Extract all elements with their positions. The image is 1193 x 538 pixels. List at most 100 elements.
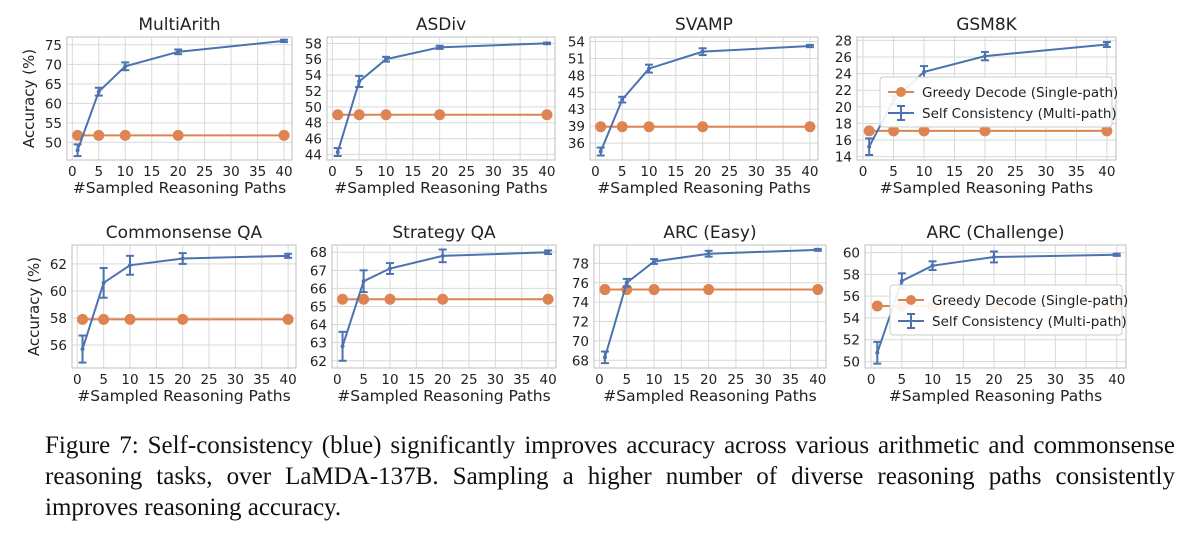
x-tick-label: 0 — [591, 164, 600, 180]
y-tick-label: 66 — [310, 281, 327, 297]
self-consistency-errorbar — [698, 47, 707, 57]
greedy-point — [358, 293, 370, 305]
chart-title: ASDiv — [416, 15, 466, 35]
self-consistency-errorbar — [73, 143, 82, 158]
x-tick-label: 40 — [1108, 372, 1125, 388]
legend-greedy-marker — [896, 87, 906, 97]
x-tick-label: 25 — [458, 164, 475, 180]
self-consistency-errorbar — [989, 250, 998, 264]
legend-greedy-label: Greedy Decode (Single-path) — [932, 293, 1128, 309]
y-tick-label: 54 — [305, 68, 322, 84]
x-tick-label: 20 — [700, 372, 717, 388]
x-axis-label: #Sampled Reasoning Paths — [880, 179, 1093, 197]
self-consistency-errorbar — [600, 350, 609, 365]
y-tick-label: 20 — [835, 100, 852, 116]
y-tick-label: 72 — [572, 315, 589, 331]
self-consistency-errorbar — [280, 38, 289, 44]
chart-title: ARC (Easy) — [663, 223, 756, 243]
x-tick-label: 0 — [328, 164, 337, 180]
chart-legend: Greedy Decode (Single-path) Self Consiste… — [879, 76, 1118, 128]
x-tick-label: 0 — [867, 372, 876, 388]
greedy-point — [703, 284, 715, 296]
chart-title: ARC (Challenge) — [926, 223, 1064, 243]
greedy-point — [804, 121, 816, 133]
y-tick-label: 36 — [568, 136, 585, 152]
y-tick-label: 68 — [572, 353, 589, 369]
greedy-point — [278, 129, 290, 141]
y-tick-label: 50 — [305, 100, 322, 116]
x-tick-label: 20 — [431, 164, 448, 180]
legend-box — [889, 284, 1123, 336]
x-tick-label: 40 — [801, 164, 818, 180]
x-tick-label: 20 — [976, 164, 993, 180]
x-tick-label: 5 — [99, 372, 108, 388]
y-axis-label: Accuracy (%) — [25, 257, 43, 356]
legend-greedy-label: Greedy Decode (Single-path) — [922, 85, 1118, 101]
chart-title: MultiArith — [138, 15, 220, 35]
x-tick-label: 15 — [673, 372, 690, 388]
x-tick-label: 25 — [200, 372, 217, 388]
x-tick-label: 20 — [174, 372, 191, 388]
greedy-point — [72, 129, 84, 141]
plot-frame — [589, 36, 819, 161]
self-consistency-errorbar — [99, 266, 108, 299]
y-tick-label: 52 — [843, 333, 860, 349]
self-consistency-errorbar — [333, 147, 342, 158]
greedy-point — [353, 109, 365, 121]
x-tick-label: 30 — [487, 372, 504, 388]
greedy-point — [918, 125, 930, 137]
y-tick-label: 50 — [45, 135, 62, 151]
y-tick-label: 44 — [305, 147, 322, 163]
greedy-point — [119, 129, 131, 141]
self-consistency-errorbar — [928, 260, 937, 272]
y-tick-label: 56 — [305, 52, 322, 68]
self-consistency-errorbar — [813, 247, 822, 252]
x-tick-label: 15 — [946, 164, 963, 180]
greedy-point — [643, 121, 655, 133]
self-consistency-errorbar — [865, 137, 874, 157]
self-consistency-errorbar — [596, 146, 605, 157]
y-tick-label: 56 — [843, 289, 860, 305]
x-tick-label: 5 — [618, 164, 627, 180]
greedy-point — [979, 125, 991, 137]
self-consistency-errorbar — [174, 48, 183, 56]
y-tick-label: 54 — [843, 311, 860, 327]
x-tick-label: 10 — [924, 372, 941, 388]
self-consistency-line — [81, 254, 289, 350]
greedy-point — [541, 109, 553, 121]
x-tick-label: 30 — [223, 164, 240, 180]
x-tick-label: 25 — [196, 164, 213, 180]
chart-title: Strategy QA — [392, 223, 496, 243]
x-tick-label: 0 — [73, 372, 82, 388]
y-tick-label: 51 — [568, 51, 585, 67]
plot-frame — [864, 244, 1127, 369]
greedy-point — [599, 284, 611, 296]
x-tick-label: 5 — [94, 164, 103, 180]
x-tick-label: 25 — [1016, 372, 1033, 388]
x-tick-label: 30 — [748, 164, 765, 180]
greedy-point — [98, 313, 110, 325]
x-tick-label: 35 — [1077, 372, 1094, 388]
x-tick-label: 35 — [775, 164, 792, 180]
x-tick-label: 40 — [1098, 164, 1115, 180]
greedy-point — [542, 293, 554, 305]
self-consistency-errorbar — [359, 269, 368, 294]
y-tick-label: 70 — [572, 334, 589, 350]
self-consistency-errorbar — [544, 249, 553, 256]
x-tick-label: 35 — [513, 372, 530, 388]
y-tick-label: 52 — [305, 84, 322, 100]
greedy-point — [595, 121, 607, 133]
self-consistency-errorbar — [618, 95, 627, 104]
y-tick-label: 26 — [835, 50, 852, 66]
greedy-point — [888, 125, 900, 137]
plot-frame — [66, 36, 293, 161]
x-tick-label: 15 — [408, 372, 425, 388]
y-tick-label: 45 — [568, 85, 585, 101]
x-tick-label: 0 — [595, 372, 604, 388]
x-tick-label: 30 — [227, 372, 244, 388]
self-consistency-errorbar — [980, 50, 989, 62]
y-tick-label: 65 — [45, 77, 62, 93]
y-tick-label: 70 — [45, 57, 62, 73]
y-tick-label: 28 — [835, 33, 852, 49]
